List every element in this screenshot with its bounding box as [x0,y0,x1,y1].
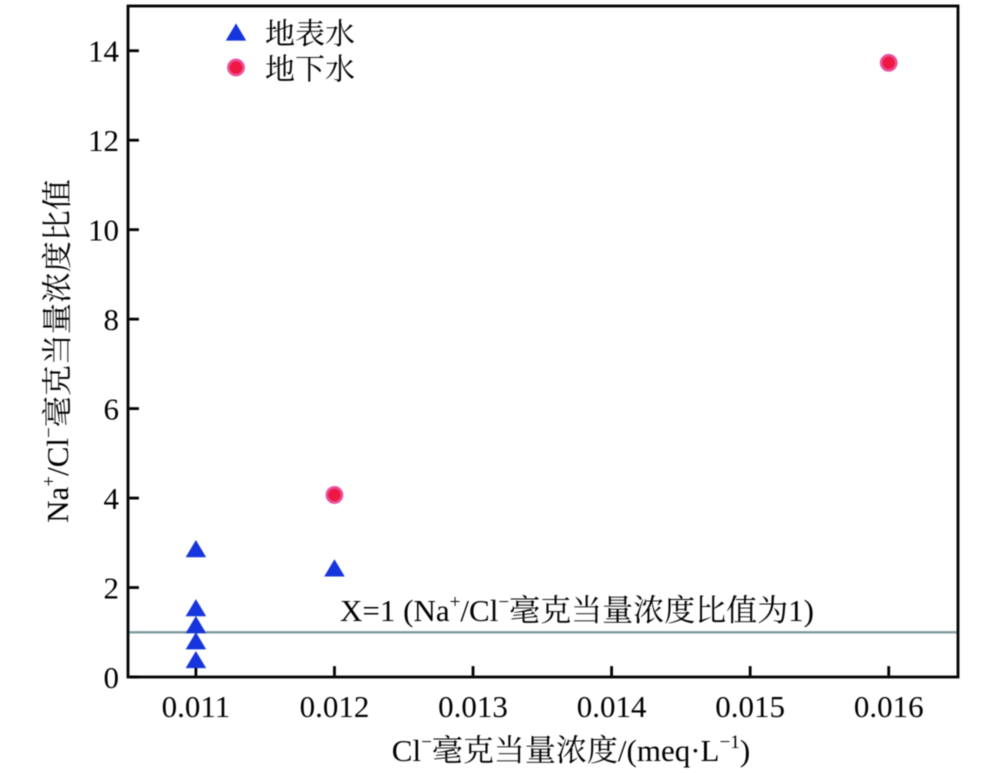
cjk-glyph [42,179,71,210]
cjk-glyph [726,595,757,624]
text-run: − [421,732,432,753]
x-tick-label: 0.014 [577,689,647,724]
text-run: 0.015 [715,689,785,724]
cjk-glyph [496,735,522,764]
legend [225,18,355,82]
legend-triangle-marker-icon [225,23,247,41]
cjk-glyph [325,18,355,47]
plot-frame [126,4,960,679]
cjk-glyph [41,366,71,395]
text-run: 1) [788,593,814,628]
text-run: + [39,476,60,487]
text-run: /Cl [40,438,75,476]
text-run: /(meq·L [618,733,720,768]
text-run: 0.011 [162,689,231,724]
x-tick-label: 0.015 [715,689,785,724]
text-run: 14 [88,34,120,69]
y-tick-label: 10 [88,213,119,248]
text-run: 12 [88,123,119,158]
text-run: 6 [104,392,120,427]
cjk-glyph [634,594,664,624]
text-run: Na [40,486,75,522]
y-tick-label: 4 [104,481,120,516]
cjk-glyph [557,734,586,764]
legend-item-groundwater [227,54,355,82]
data-point-groundwater [879,53,898,72]
data-point-surface-water [324,559,345,577]
cjk-glyph [296,55,324,82]
y-tick-label: 0 [104,660,120,695]
cjk-glyph [587,734,617,764]
cjk-glyph [325,54,355,82]
text-run: ) [740,733,750,768]
cjk-glyph [265,18,295,46]
x-axis-title: Cl − /(meq·L −1) [392,732,750,768]
cjk-glyph [41,242,71,272]
text-run: 10 [88,213,119,248]
text-run: 4 [104,481,120,516]
cjk-glyph [541,594,570,624]
data-point-groundwater [325,486,344,504]
reference-line-label: X=1 (Na +/Cl − 1) [340,592,814,628]
cjk-glyph [433,735,462,763]
text-run: + [450,592,461,613]
text-run: 2 [104,571,120,606]
cjk-glyph [574,595,599,624]
x-tick-label: 0.012 [300,689,370,724]
x-tick-label: 0.013 [438,689,508,724]
cjk-glyph [42,337,71,363]
cjk-glyph [603,595,632,623]
y-tick-label: 2 [104,571,120,606]
x-tick-label: 0.016 [854,689,924,724]
text-run: − [39,427,60,438]
data-point-surface-water [185,632,207,650]
legend-label-groundwater [265,54,355,82]
y-tick-label: 12 [88,123,119,158]
cjk-glyph [42,304,70,333]
cjk-glyph [42,397,70,426]
text-run: 0.014 [577,689,647,724]
y-tick-label: 6 [104,392,120,427]
text-run: 0 [104,660,120,695]
x-tick-label: 0.011 [162,689,231,724]
cjk-glyph [42,211,71,238]
cjk-glyph [698,595,726,624]
y-axis-title: Na+/Cl− [39,179,75,523]
cjk-glyph [526,735,555,763]
y-tick-label: 8 [104,302,120,337]
cjk-glyph [41,273,71,302]
text-run: 8 [104,302,120,337]
data-point-surface-water [185,540,207,558]
cjk-glyph [464,734,493,764]
text-run: 0.013 [438,689,508,724]
legend-circle-marker-icon [227,58,245,77]
text-run: −1 [719,732,739,753]
legend-item-surface-water [225,18,355,47]
data-point-surface-water [185,599,207,617]
y-tick-label: 14 [88,34,120,69]
text-run: 0.016 [854,689,924,724]
cjk-glyph [265,54,295,81]
text-run: /Cl [460,593,498,628]
cjk-glyph [510,595,539,623]
text-run: − [498,592,509,613]
text-run: X=1 (Na [340,593,450,628]
data-point-surface-water [185,616,207,634]
text-run: 0.012 [300,689,370,724]
legend-label-surface-water [265,18,355,47]
cjk-glyph [296,18,325,47]
cjk-glyph [665,594,695,624]
text-run: Cl [392,733,421,768]
data-point-surface-water [185,650,207,669]
cjk-glyph [758,595,787,624]
